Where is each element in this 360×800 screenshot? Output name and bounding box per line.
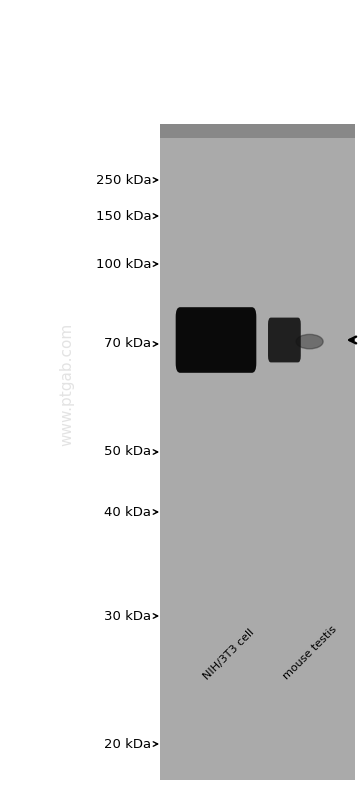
Bar — [160, 124, 355, 138]
Text: NIH/3T3 cell: NIH/3T3 cell — [202, 627, 256, 682]
Text: 20 kDa: 20 kDa — [104, 738, 151, 750]
Text: mouse testis: mouse testis — [281, 624, 338, 682]
Ellipse shape — [296, 334, 323, 349]
Text: 50 kDa: 50 kDa — [104, 446, 151, 458]
Text: 100 kDa: 100 kDa — [96, 258, 151, 270]
Text: 150 kDa: 150 kDa — [95, 210, 151, 222]
Text: 70 kDa: 70 kDa — [104, 338, 151, 350]
Ellipse shape — [181, 338, 251, 362]
Text: 250 kDa: 250 kDa — [95, 174, 151, 186]
FancyBboxPatch shape — [268, 318, 301, 362]
Text: 40 kDa: 40 kDa — [104, 506, 151, 518]
Text: 30 kDa: 30 kDa — [104, 610, 151, 622]
Text: www.ptgab.com: www.ptgab.com — [59, 322, 74, 446]
FancyBboxPatch shape — [176, 307, 256, 373]
Bar — [160, 124, 355, 780]
